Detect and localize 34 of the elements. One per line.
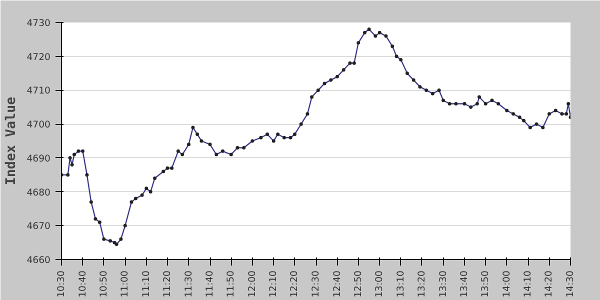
x-tick-label: 14:10 [522, 270, 534, 298]
x-tick-label: 12:40 [332, 270, 343, 298]
y-axis-title: Index Value [4, 96, 19, 186]
y-tick-label: 4730 [26, 18, 51, 29]
x-tick-label: 11:50 [226, 270, 237, 298]
y-tick-label: 4710 [26, 86, 51, 97]
x-tick-label: 11:10 [140, 270, 152, 298]
x-tick-label: 13:10 [395, 270, 406, 298]
x-tick-label: 14:20 [544, 270, 555, 298]
x-tick-label: 12:30 [310, 270, 322, 298]
x-tick-label: 11:20 [162, 270, 173, 298]
x-tick-label: 11:30 [183, 270, 194, 298]
y-tick-label: 4720 [26, 52, 51, 63]
x-tick-label: 10:30 [56, 270, 67, 298]
x-tick-label: 13:20 [416, 270, 428, 298]
y-tick-label: 4700 [26, 120, 51, 131]
x-tick-label: 13:40 [459, 270, 470, 298]
x-tick-label: 11:40 [204, 270, 216, 298]
y-tick-label: 4690 [26, 153, 51, 164]
y-tick-label: 4660 [26, 255, 51, 266]
x-tick-label: 12:50 [352, 270, 364, 298]
x-tick-label: 10:50 [98, 270, 110, 298]
x-tick-label: 13:50 [480, 270, 492, 298]
x-tick-label: 10:40 [77, 270, 88, 298]
x-tick-label: 14:30 [565, 270, 576, 298]
x-tick-label: 13:30 [438, 270, 449, 298]
x-tick-label: 12:10 [268, 270, 280, 298]
x-tick-label: 12:00 [246, 270, 258, 298]
x-tick-label: 14:00 [501, 270, 512, 298]
x-tick-label: 13:00 [374, 270, 386, 298]
x-tick-label: 12:20 [289, 270, 300, 298]
x-tick-label: 11:00 [120, 270, 131, 298]
y-tick-label: 4680 [26, 187, 51, 198]
y-tick-label: 4670 [26, 221, 51, 232]
